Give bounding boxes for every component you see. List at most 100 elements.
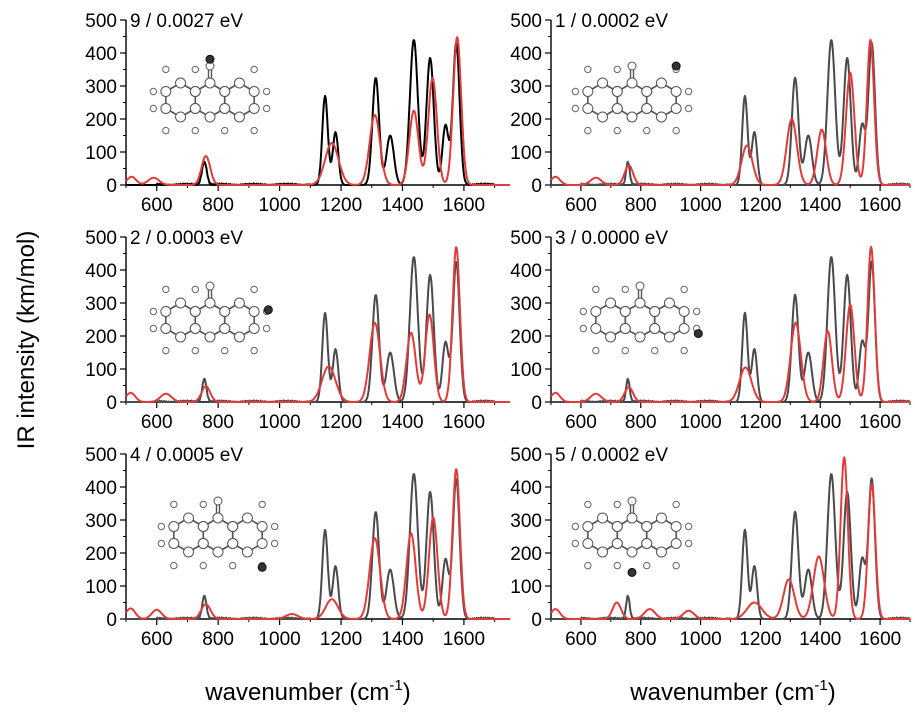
panel-middle-right: 0 100 200 300 400 500 600 800 1000 1200 1400 1600 3 … bbox=[510, 228, 911, 433]
carbon-atom bbox=[582, 521, 594, 532]
hydrogen-atom bbox=[229, 561, 237, 570]
y-tick-label: 500 bbox=[85, 445, 117, 466]
carbon-atom bbox=[160, 306, 172, 317]
hydrogen-atom bbox=[162, 126, 170, 135]
hydrogen-atom bbox=[250, 285, 258, 294]
computed-spectrum-line bbox=[550, 456, 911, 620]
y-tick-label: 200 bbox=[85, 327, 117, 348]
hydrogen-atom bbox=[270, 539, 279, 548]
carbon-atom bbox=[183, 546, 195, 558]
hydrogen-atom bbox=[221, 346, 229, 355]
hydrogen-atom bbox=[162, 285, 170, 294]
x-tick-label: 1600 bbox=[443, 412, 485, 433]
hydrogen-atom bbox=[191, 126, 199, 135]
carbon-atom bbox=[611, 103, 623, 114]
marked-atom bbox=[263, 305, 273, 315]
y-tick-label: 200 bbox=[510, 110, 542, 131]
x-tick-label: 1400 bbox=[381, 629, 423, 650]
hydrogen-atom bbox=[199, 500, 207, 509]
carbon-atom bbox=[248, 86, 260, 97]
hydrogen-atom bbox=[191, 346, 199, 355]
hydrogen-atom bbox=[613, 500, 621, 509]
hydrogen-atom bbox=[684, 539, 693, 548]
y-tick-label: 100 bbox=[85, 577, 117, 598]
marked-atom bbox=[671, 61, 681, 71]
hydrogen-atom bbox=[262, 87, 271, 96]
carbon-atom bbox=[219, 323, 231, 334]
x-tick-label: 1200 bbox=[320, 195, 362, 216]
carbon-atom bbox=[256, 521, 268, 532]
x-tick-label: 1400 bbox=[799, 629, 841, 650]
carbon-atom bbox=[168, 538, 180, 549]
y-tick-label: 300 bbox=[510, 511, 542, 532]
y-tick-label: 300 bbox=[85, 294, 117, 315]
carbon-atom bbox=[634, 331, 646, 343]
hydrogen-atom bbox=[221, 126, 229, 135]
x-axis-title-right-main: wavenumber (cm bbox=[629, 679, 814, 706]
hydrogen-atom bbox=[684, 522, 693, 531]
carbon-atom bbox=[204, 77, 216, 89]
hydrogen-atom bbox=[191, 65, 199, 74]
panel-top-right: 0 100 200 300 400 500 600 800 1000 1200 1400 1600 1 … bbox=[510, 11, 911, 216]
carbon-atom bbox=[189, 103, 201, 114]
reference-spectrum-line bbox=[550, 256, 911, 403]
x-tick-label: 1000 bbox=[679, 195, 721, 216]
y-tick-label: 100 bbox=[510, 577, 542, 598]
carbon-atom bbox=[212, 546, 224, 558]
hydrogen-atom bbox=[250, 126, 258, 135]
x-tick-label: 1200 bbox=[739, 629, 781, 650]
y-tick-label: 500 bbox=[85, 228, 117, 249]
x-axis-title-right-sup: -1 bbox=[814, 677, 827, 694]
x-tick-label: 1000 bbox=[258, 195, 300, 216]
computed-spectrum-line bbox=[125, 468, 511, 620]
carbon-atom bbox=[189, 306, 201, 317]
y-tick-label: 200 bbox=[510, 544, 542, 565]
y-tick-label: 0 bbox=[531, 393, 542, 414]
carbon-atom bbox=[248, 306, 260, 317]
computed-spectrum-line bbox=[550, 38, 911, 186]
y-tick-label: 0 bbox=[106, 393, 117, 414]
carbon-atom bbox=[204, 111, 216, 123]
carbon-atom bbox=[619, 323, 631, 334]
carbon-atom bbox=[641, 86, 653, 97]
y-tick-label: 200 bbox=[510, 327, 542, 348]
hydrogen-atom bbox=[643, 126, 651, 135]
carbon-atom bbox=[227, 521, 239, 532]
molecule-inset bbox=[571, 496, 693, 577]
y-tick-label: 500 bbox=[510, 228, 542, 249]
hydrogen-atom bbox=[571, 104, 580, 113]
hydrogen-atom bbox=[684, 87, 693, 96]
hydrogen-atom bbox=[579, 307, 588, 316]
computed-spectrum-line bbox=[125, 246, 511, 403]
hydrogen-atom bbox=[262, 324, 271, 333]
carbon-atom bbox=[626, 546, 638, 558]
carbon-atom bbox=[212, 512, 224, 524]
molecule-inset bbox=[149, 54, 271, 135]
carbon-atom bbox=[204, 297, 216, 309]
y-axis-title: IR intensity (km/mol) bbox=[13, 231, 40, 450]
carbon-atom bbox=[597, 111, 609, 123]
carbon-atom bbox=[248, 103, 260, 114]
x-tick-label: 600 bbox=[141, 195, 173, 216]
oxygen-atom bbox=[635, 281, 645, 291]
carbon-atom bbox=[611, 86, 623, 97]
y-tick-label: 100 bbox=[510, 360, 542, 381]
x-tick-label: 1600 bbox=[443, 195, 485, 216]
hydrogen-atom bbox=[584, 561, 592, 570]
hydrogen-atom bbox=[672, 126, 680, 135]
carbon-atom bbox=[655, 77, 667, 89]
hydrogen-atom bbox=[579, 324, 588, 333]
carbon-atom bbox=[590, 323, 602, 334]
x-axis-title-left-main: wavenumber (cm bbox=[204, 679, 389, 706]
x-tick-label: 1000 bbox=[258, 412, 300, 433]
y-tick-label: 0 bbox=[531, 176, 542, 197]
x-tick-label: 600 bbox=[565, 629, 597, 650]
panel-bottom-left: 0 100 200 300 400 500 600 800 1000 1200 1400 1600 4 … bbox=[85, 445, 511, 650]
carbon-atom bbox=[582, 86, 594, 97]
carbon-atom bbox=[160, 323, 172, 334]
y-tick-label: 300 bbox=[85, 77, 117, 98]
hydrogen-atom bbox=[170, 500, 178, 509]
x-axis-title-left-close: ) bbox=[403, 679, 411, 706]
carbon-atom bbox=[241, 512, 253, 524]
